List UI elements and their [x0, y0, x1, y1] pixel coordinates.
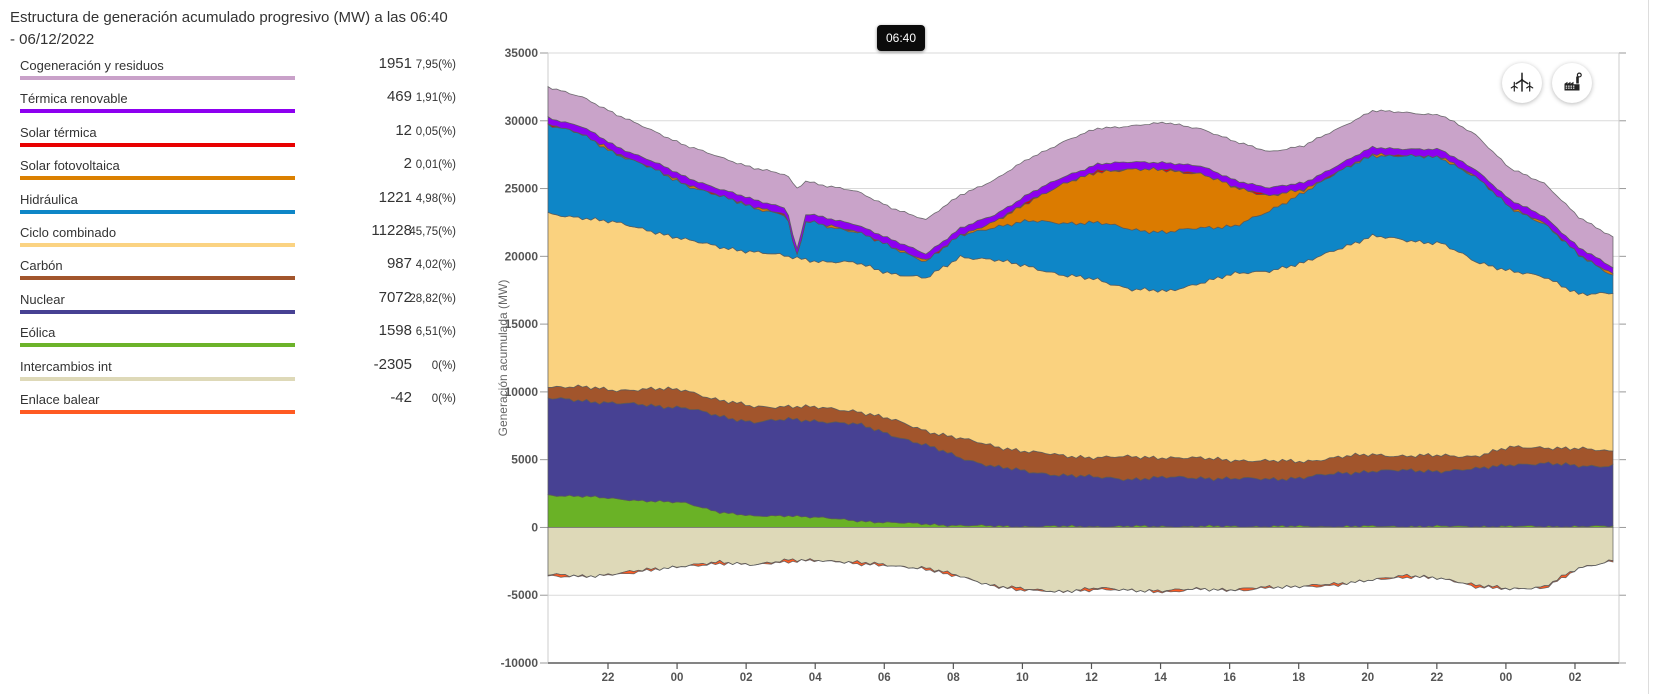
x-tick-label: 14	[1154, 672, 1167, 684]
legend-value: 2	[403, 155, 412, 173]
legend-label: Carbón	[20, 258, 63, 274]
factory-icon	[1564, 72, 1582, 91]
x-tick-label: 16	[1223, 672, 1236, 684]
legend-value: 11228	[371, 222, 412, 239]
legend-item-enlace-balear[interactable]: Enlace balear -42 0(%)	[20, 389, 456, 424]
legend-color-bar	[20, 276, 295, 281]
x-tick-label: 12	[1085, 672, 1098, 684]
legend-color-bar	[20, 376, 295, 381]
right-edge-divider	[1648, 0, 1649, 694]
y-tick-label: 35000	[505, 46, 539, 60]
y-tick-label: 15000	[505, 317, 539, 331]
legend-item-nuclear[interactable]: Nuclear 7072 28,82(%)	[20, 288, 456, 324]
legend-item-hidraulica[interactable]: Hidráulica 1221 4,98(%)	[20, 188, 456, 224]
hover-time-tooltip: 06:40	[877, 25, 925, 51]
legend-percent: 4,98(%)	[415, 192, 456, 205]
x-tick-label: 20	[1361, 672, 1374, 684]
legend: Cogeneración y residuos 1951 7,95(%) Térmic…	[20, 55, 456, 437]
legend-item-termica-renovable[interactable]: Térmica renovable 469 1,91(%)	[20, 88, 456, 123]
legend-color-bar	[20, 109, 295, 114]
legend-percent: 45,75(%)	[409, 226, 456, 238]
legend-value: -2305	[373, 355, 412, 373]
x-tick-label: 04	[809, 672, 822, 684]
x-tick-label: 10	[1016, 672, 1029, 684]
legend-value: -42	[390, 389, 412, 406]
legend-value: 7072	[378, 288, 412, 306]
legend-label: Nuclear	[20, 291, 65, 307]
x-tick-label: 08	[947, 672, 960, 684]
non-renewable-filter-button[interactable]	[1552, 63, 1592, 103]
y-tick-label: -10000	[501, 656, 539, 670]
legend-item-intercambios-int[interactable]: Intercambios int -2305 0(%)	[20, 355, 456, 391]
legend-color-bar	[20, 176, 295, 181]
legend-item-carbon[interactable]: Carbón 987 4,02(%)	[20, 255, 456, 290]
y-tick-label: 20000	[505, 249, 539, 263]
legend-label: Solar fotovoltaica	[20, 158, 120, 174]
area-cogeneracion-y-residuos	[547, 85, 1614, 269]
legend-percent: 0,01(%)	[415, 159, 456, 172]
y-tick-label: 30000	[505, 114, 539, 128]
legend-percent: 1,91(%)	[415, 92, 456, 105]
legend-label: Térmica renovable	[20, 91, 128, 107]
legend-color-bar	[20, 76, 295, 80]
legend-percent: 6,51(%)	[415, 326, 456, 339]
legend-label: Cogeneración y residuos	[20, 58, 164, 73]
area-intercambios-int	[547, 527, 1614, 594]
legend-item-ciclo-combinado[interactable]: Ciclo combinado 11228 45,75(%)	[20, 222, 456, 257]
x-tick-label: 22	[602, 672, 615, 684]
legend-color-bar	[20, 243, 295, 247]
legend-label: Ciclo combinado	[20, 225, 117, 240]
x-tick-label: 18	[1292, 672, 1305, 684]
legend-item-solar-termica[interactable]: Solar térmica 12 0,05(%)	[20, 121, 456, 157]
legend-value: 987	[386, 255, 412, 273]
legend-value: 1951	[378, 55, 412, 72]
legend-color-bar	[20, 343, 295, 348]
y-tick-label: 10000	[505, 385, 539, 399]
legend-percent: 28,82(%)	[409, 292, 456, 305]
area-enlace-balear	[547, 558, 1614, 594]
legend-value: 469	[386, 88, 412, 106]
legend-label: Solar térmica	[20, 124, 97, 140]
legend-percent: 0,05(%)	[415, 125, 456, 138]
legend-label: Enlace balear	[20, 392, 100, 407]
legend-value: 12	[395, 121, 412, 139]
y-tick-label: 5000	[511, 453, 538, 467]
x-tick-label: 06	[878, 672, 891, 684]
legend-value: 1598	[378, 322, 412, 340]
y-tick-label: 0	[531, 520, 538, 534]
legend-percent: 0(%)	[431, 359, 456, 372]
y-tick-label: -5000	[507, 588, 538, 602]
x-tick-label: 00	[671, 672, 684, 684]
renewable-filter-button[interactable]	[1502, 63, 1542, 103]
legend-label: Hidráulica	[20, 191, 78, 207]
x-tick-label: 22	[1430, 672, 1443, 684]
legend-item-solar-fotovoltaica[interactable]: Solar fotovoltaica 2 0,01(%)	[20, 155, 456, 190]
x-tick-label: 02	[740, 672, 753, 684]
y-tick-label: 25000	[505, 182, 539, 196]
legend-color-bar	[20, 142, 295, 147]
y-axis-title: Generación acumulada (MW)	[496, 279, 510, 437]
legend-value: 1221	[378, 188, 412, 206]
legend-percent: 4,02(%)	[415, 259, 456, 272]
x-tick-label: 02	[1569, 672, 1582, 684]
page-title: Estructura de generación acumulado progr…	[10, 9, 448, 48]
x-tick-label: 00	[1500, 672, 1513, 684]
legend-item-eolica[interactable]: Eólica 1598 6,51(%)	[20, 322, 456, 357]
legend-item-cogeneracion-y-residuos[interactable]: Cogeneración y residuos 1951 7,95(%)	[20, 55, 456, 90]
legend-color-bar	[20, 410, 295, 414]
legend-label: Intercambios int	[20, 358, 112, 374]
legend-percent: 0(%)	[431, 393, 456, 405]
legend-color-bar	[20, 209, 295, 214]
legend-label: Eólica	[20, 325, 56, 341]
legend-percent: 7,95(%)	[415, 59, 456, 71]
legend-color-bar	[20, 309, 295, 314]
wind-turbine-icon	[1510, 72, 1534, 92]
